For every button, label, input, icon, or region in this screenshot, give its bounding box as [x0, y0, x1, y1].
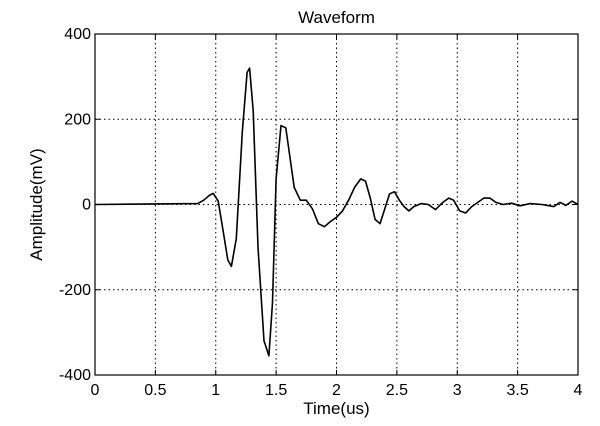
x-tick-label: 2.5 [386, 382, 408, 399]
x-tick-label: 1.5 [265, 382, 287, 399]
axis-ticks [94, 33, 579, 376]
x-tick-label: 0.5 [144, 382, 166, 399]
x-tick-labels: 0 0.5 1 1.5 2 2.5 3 3.5 4 [91, 382, 583, 399]
y-tick-label: -200 [59, 282, 91, 299]
x-tick-label: 1 [211, 382, 220, 399]
x-axis-title: Time(us) [303, 399, 369, 418]
y-tick-label: 0 [82, 197, 91, 214]
x-tick-label: 0 [91, 382, 100, 399]
series-layer [94, 67, 579, 357]
x-tick-label: 3.5 [507, 382, 529, 399]
chart-title: Waveform [298, 8, 375, 27]
y-tick-label: 200 [64, 111, 91, 128]
y-axis-title: Amplitude(mV) [27, 148, 46, 260]
y-tick-label: -400 [59, 367, 91, 384]
y-tick-label: 400 [64, 26, 91, 43]
y-tick-labels: -400 -200 0 200 400 [59, 26, 91, 384]
waveform-line [94, 67, 579, 357]
grid-lines [95, 34, 578, 375]
x-tick-label: 3 [453, 382, 462, 399]
x-tick-label: 2 [332, 382, 341, 399]
x-tick-label: 4 [574, 382, 583, 399]
